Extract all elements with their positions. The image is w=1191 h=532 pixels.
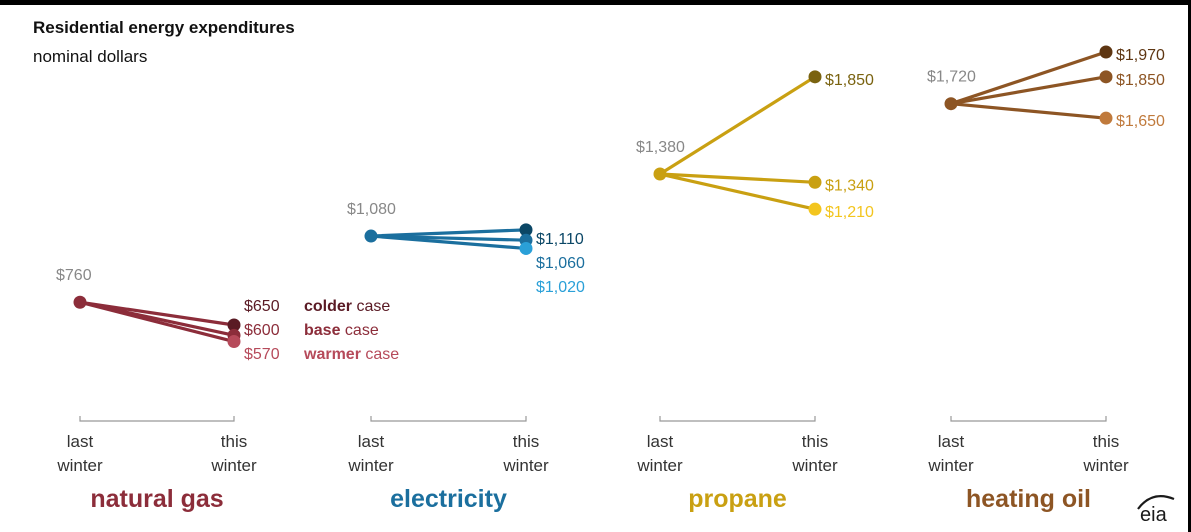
case-label-colder: colder case bbox=[304, 298, 390, 315]
electricity-point-last bbox=[364, 229, 378, 243]
natural-gas-point-warmer bbox=[227, 335, 241, 349]
propane-label-base: $1,340 bbox=[825, 177, 874, 194]
electricity-label-warmer: $1,020 bbox=[536, 279, 585, 296]
electricity-label-colder: $1,110 bbox=[536, 231, 584, 248]
natural-gas-point-colder bbox=[227, 318, 241, 332]
propane-point-colder bbox=[808, 70, 822, 84]
natural-gas-xlabel-this-1: this bbox=[221, 432, 247, 451]
natural-gas-label-colder: $650 bbox=[244, 298, 280, 315]
propane-xlabel-this-2: winter bbox=[791, 456, 838, 475]
electricity-xlabel-this-1: this bbox=[513, 432, 539, 451]
heating-oil-label-warmer: $1,650 bbox=[1116, 113, 1165, 130]
heating-oil-line-warmer bbox=[949, 102, 1108, 120]
case-label-base: base case bbox=[304, 322, 379, 339]
electricity-xlabel-this-2: winter bbox=[502, 456, 549, 475]
natural-gas-line-colder bbox=[78, 300, 236, 327]
heating-oil-point-warmer bbox=[1099, 111, 1113, 125]
natural-gas-xlabel-this-2: winter bbox=[210, 456, 257, 475]
propane-label-colder: $1,850 bbox=[825, 72, 874, 89]
heating-oil-bracket bbox=[950, 416, 1107, 422]
electricity-xlabel-last-1: last bbox=[358, 432, 385, 451]
natural-gas-xlabel-last-1: last bbox=[67, 432, 94, 451]
eia-logo: eia bbox=[1137, 495, 1175, 526]
electricity-line-colder bbox=[369, 228, 528, 238]
case-label-bold: base bbox=[304, 322, 341, 339]
propane-point-warmer bbox=[808, 202, 822, 216]
propane-panel-name: propane bbox=[688, 485, 787, 513]
propane-line-base bbox=[658, 172, 817, 184]
propane-bracket bbox=[659, 416, 816, 422]
heating-oil-xlabel-this-2: winter bbox=[1082, 456, 1129, 475]
eia-logo-text: eia bbox=[1140, 504, 1168, 526]
propane-xlabel-this-1: this bbox=[802, 432, 828, 451]
heating-oil-point-base bbox=[1099, 70, 1113, 84]
electricity-point-warmer bbox=[519, 241, 533, 255]
case-label-warmer: warmer case bbox=[303, 346, 399, 363]
propane-xlabel-last-2: winter bbox=[636, 456, 683, 475]
natural-gas-bracket bbox=[79, 416, 235, 422]
propane-point-base bbox=[808, 175, 822, 189]
propane-line-colder bbox=[658, 75, 817, 176]
propane-label-last: $1,380 bbox=[636, 139, 685, 156]
electricity-line-warmer bbox=[369, 234, 528, 251]
heating-oil-panel-name: heating oil bbox=[966, 485, 1091, 513]
propane-point-last bbox=[653, 167, 667, 181]
case-label-rest: case bbox=[361, 346, 399, 363]
chart-subtitle: nominal dollars bbox=[33, 47, 148, 66]
heating-oil-xlabel-this-1: this bbox=[1093, 432, 1119, 451]
natural-gas-label-base: $600 bbox=[244, 322, 280, 339]
heating-oil-label-base: $1,850 bbox=[1116, 72, 1165, 89]
propane-xlabel-last-1: last bbox=[647, 432, 674, 451]
propane-label-warmer: $1,210 bbox=[825, 204, 874, 221]
propane-line-warmer bbox=[658, 172, 817, 211]
electricity-xlabel-last-2: winter bbox=[347, 456, 394, 475]
natural-gas-label-warmer: $570 bbox=[244, 346, 280, 363]
natural-gas-line-warmer bbox=[78, 300, 236, 344]
electricity-label-last: $1,080 bbox=[347, 201, 396, 218]
heating-oil-line-base bbox=[949, 75, 1108, 106]
case-label-rest: case bbox=[352, 298, 390, 315]
heating-oil-point-last bbox=[944, 97, 958, 111]
natural-gas-point-last bbox=[73, 295, 87, 309]
heating-oil-label-colder: $1,970 bbox=[1116, 47, 1165, 64]
electricity-bracket bbox=[370, 416, 527, 422]
heating-oil-point-colder bbox=[1099, 45, 1113, 59]
heating-oil-label-last: $1,720 bbox=[927, 69, 976, 86]
case-label-bold: colder bbox=[304, 298, 352, 315]
case-label-rest: case bbox=[340, 322, 378, 339]
heating-oil-line-colder bbox=[949, 50, 1108, 106]
heating-oil-xlabel-last-2: winter bbox=[927, 456, 974, 475]
electricity-panel-name: electricity bbox=[390, 485, 507, 513]
natural-gas-label-last: $760 bbox=[56, 267, 92, 284]
heating-oil-xlabel-last-1: last bbox=[938, 432, 965, 451]
electricity-label-base: $1,060 bbox=[536, 255, 585, 272]
natural-gas-panel-name: natural gas bbox=[90, 485, 223, 513]
case-label-bold: warmer bbox=[303, 346, 361, 363]
eia-logo-arc bbox=[1137, 495, 1175, 510]
electricity-point-colder bbox=[519, 223, 533, 237]
natural-gas-xlabel-last-2: winter bbox=[56, 456, 103, 475]
chart-title: Residential energy expenditures bbox=[33, 18, 295, 37]
